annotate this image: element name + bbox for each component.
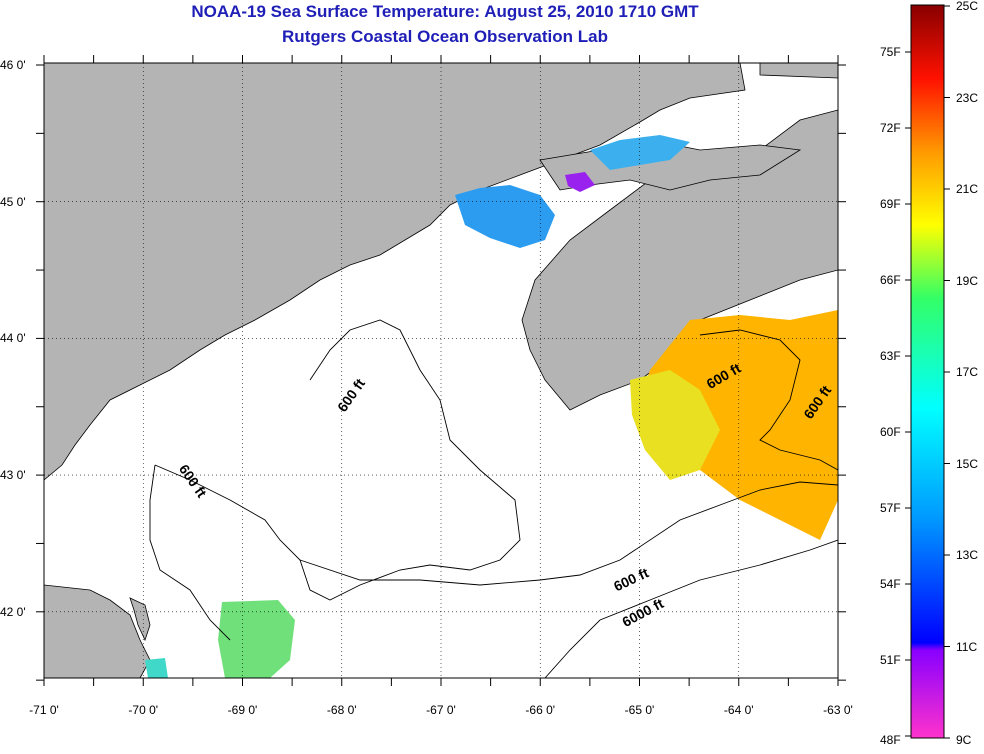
land-cape-cod (44, 584, 151, 678)
colorbar-fahrenheit-label: 57F (880, 501, 901, 515)
colorbar-fahrenheit-label: 51F (880, 653, 901, 667)
sst-scotian-shelf-mid (630, 370, 720, 480)
sst-basin-purple (565, 172, 595, 192)
lon-tick-label: -66 0' (525, 703, 556, 717)
colorbar-fahrenheit-label: 60F (880, 425, 901, 439)
map-ticks (36, 55, 846, 686)
lon-tick-label: -70 0' (128, 703, 159, 717)
sst-bay-of-fundy (455, 185, 555, 248)
lon-tick-label: -64 0' (723, 703, 754, 717)
lat-tick-label: 43 0' (0, 468, 26, 483)
colorbar-celsius-label: 25C (956, 0, 979, 13)
colorbar-fahrenheit-label: 72F (880, 121, 901, 135)
colorbar-fahrenheit-label: 69F (880, 197, 901, 211)
colorbar-ticks (905, 5, 950, 739)
colorbar-celsius-label: 19C (956, 273, 979, 288)
colorbar-fahrenheit-label: 75F (880, 45, 901, 59)
land-cape-cod-hook (129, 597, 151, 642)
colorbar-fahrenheit-label: 66F (880, 273, 901, 287)
colorbar-celsius-label: 15C (956, 456, 979, 471)
colorbar-celsius-label: 13C (956, 548, 979, 562)
colorbar-celsius-label: 21C (956, 182, 979, 196)
colorbar-celsius-label: 23C (956, 90, 979, 105)
lat-tick-label: 46 0' (0, 58, 26, 72)
lon-tick-label: -69 0' (227, 703, 258, 717)
contour-600ft-west (154, 319, 521, 601)
contour-600ft-georges (299, 481, 838, 586)
map-subtitle: Rutgers Coastal Ocean Observation Lab (282, 27, 608, 46)
lon-tick-label: -65 0' (624, 703, 655, 717)
lat-tick-label: 44 0' (0, 331, 26, 346)
lat-tick-label: 42 0' (0, 604, 26, 619)
graticule (44, 63, 838, 678)
map-title: NOAA-19 Sea Surface Temperature: August … (191, 2, 699, 21)
land-mainland (44, 63, 746, 481)
lon-tick-label: -63 0' (823, 703, 853, 717)
colorbar-fahrenheit-label: 63F (880, 349, 901, 363)
lon-tick-label: -67 0' (426, 703, 456, 717)
colorbar-celsius-label: 11C (956, 639, 978, 654)
colorbar (910, 4, 945, 739)
sst-minas-basin (590, 135, 690, 170)
colorbar-celsius-label: 9C (956, 733, 972, 747)
contour-6000ft (544, 539, 838, 678)
lat-tick-label: 45 0' (0, 194, 26, 209)
sst-scotian-shelf-warm (640, 310, 838, 540)
lon-tick-label: -71 0' (29, 703, 59, 717)
colorbar-fahrenheit-label: 48F (880, 733, 901, 747)
colorbar-fahrenheit-label: 54F (880, 577, 901, 591)
colorbar-celsius-label: 17C (956, 365, 979, 379)
contour-600ft-inner (149, 464, 231, 641)
sst-nantucket (145, 658, 168, 678)
contour-600ft-scotian (699, 329, 838, 471)
sst-georges-bank (218, 600, 295, 678)
lon-tick-label: -68 0' (326, 703, 357, 717)
